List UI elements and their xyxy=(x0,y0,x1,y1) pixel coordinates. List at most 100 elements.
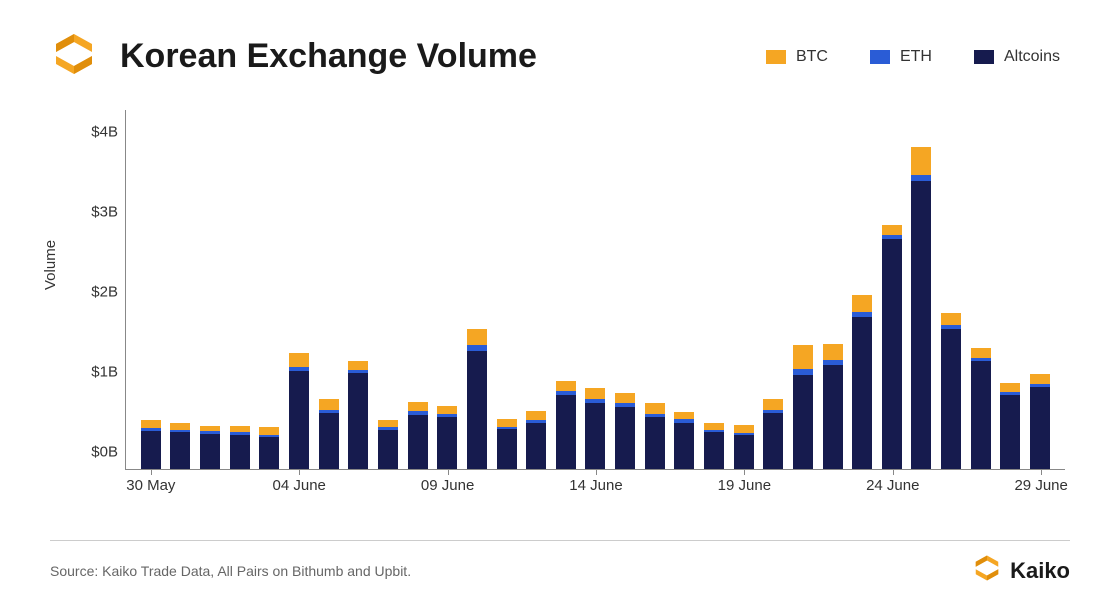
bar-segment-btc xyxy=(941,313,961,325)
bar-slot xyxy=(195,110,225,469)
bar xyxy=(170,423,190,469)
bar-segment-altcoins xyxy=(378,430,398,469)
legend-label: ETH xyxy=(900,48,932,66)
y-tick-label: $1B xyxy=(91,364,118,381)
x-tick-label: 14 June xyxy=(569,477,622,494)
kaiko-logo-icon xyxy=(972,553,1002,588)
bar-segment-altcoins xyxy=(141,431,161,469)
bar-segment-btc xyxy=(645,403,665,413)
bar-segment-altcoins xyxy=(615,407,635,469)
bar xyxy=(734,425,754,469)
bar-slot xyxy=(284,110,314,469)
y-tick-label: $0B xyxy=(91,444,118,461)
bar-segment-btc xyxy=(971,348,991,358)
bar xyxy=(141,420,161,469)
legend-label: BTC xyxy=(796,48,828,66)
bar-segment-btc xyxy=(793,345,813,369)
bar-segment-altcoins xyxy=(319,413,339,469)
x-tick-label: 24 June xyxy=(866,477,919,494)
bar-slot xyxy=(492,110,522,469)
footer-brand: Kaiko xyxy=(972,553,1070,588)
bar-slot xyxy=(847,110,877,469)
bar-segment-btc xyxy=(497,419,517,427)
header: Korean Exchange Volume BTC ETH Altcoins xyxy=(0,0,1120,93)
bar-segment-altcoins xyxy=(408,415,428,469)
bar-segment-altcoins xyxy=(200,434,220,469)
legend-label: Altcoins xyxy=(1004,48,1060,66)
plot: $0B$1B$2B$3B$4B 30 May04 June09 June14 J… xyxy=(125,110,1065,470)
bar xyxy=(763,399,783,469)
legend-item-btc: BTC xyxy=(766,48,828,66)
bar-segment-altcoins xyxy=(704,432,724,469)
brand-text: Kaiko xyxy=(1010,558,1070,584)
x-tick-mark xyxy=(151,469,152,475)
legend-swatch-icon xyxy=(870,50,890,64)
legend: BTC ETH Altcoins xyxy=(766,48,1060,66)
bar-segment-altcoins xyxy=(645,417,665,469)
bar-segment-btc xyxy=(348,361,368,370)
bar-segment-altcoins xyxy=(170,432,190,469)
y-axis-label: Volume xyxy=(42,240,59,290)
bar-slot xyxy=(907,110,937,469)
bar xyxy=(408,402,428,469)
bar xyxy=(585,388,605,469)
bar-segment-btc xyxy=(259,427,279,435)
x-tick-mark xyxy=(596,469,597,475)
bar-slot xyxy=(640,110,670,469)
chart-area: $0B$1B$2B$3B$4B 30 May04 June09 June14 J… xyxy=(95,110,1065,515)
bar-slot xyxy=(788,110,818,469)
bar-segment-altcoins xyxy=(585,403,605,469)
bar-segment-altcoins xyxy=(911,181,931,469)
bar-slot xyxy=(581,110,611,469)
legend-item-altcoins: Altcoins xyxy=(974,48,1060,66)
bar xyxy=(852,295,872,469)
bar-segment-btc xyxy=(170,423,190,430)
bar-segment-altcoins xyxy=(1000,395,1020,469)
y-tick-label: $4B xyxy=(91,124,118,141)
bar-slot xyxy=(521,110,551,469)
bar-slot xyxy=(996,110,1026,469)
bar-segment-btc xyxy=(141,420,161,428)
bar xyxy=(645,403,665,469)
x-tick-mark xyxy=(744,469,745,475)
bar xyxy=(704,423,724,469)
bar-slot xyxy=(314,110,344,469)
bar-slot xyxy=(610,110,640,469)
bar-segment-altcoins xyxy=(971,361,991,469)
bar xyxy=(348,361,368,469)
bar-segment-btc xyxy=(615,393,635,403)
bar xyxy=(556,381,576,469)
bar xyxy=(1030,374,1050,469)
bar-slot xyxy=(343,110,373,469)
bar-slot xyxy=(373,110,403,469)
x-tick-label: 04 June xyxy=(273,477,326,494)
footer: Source: Kaiko Trade Data, All Pairs on B… xyxy=(50,540,1070,588)
x-tick-mark xyxy=(1041,469,1042,475)
x-tick-mark xyxy=(299,469,300,475)
bar-segment-altcoins xyxy=(230,435,250,469)
bar-slot xyxy=(551,110,581,469)
bar-segment-btc xyxy=(674,412,694,419)
bar-segment-altcoins xyxy=(437,417,457,469)
bar xyxy=(1000,383,1020,469)
bar-segment-btc xyxy=(1030,374,1050,384)
bar-slot xyxy=(936,110,966,469)
bar-segment-altcoins xyxy=(526,423,546,469)
bar-slot xyxy=(166,110,196,469)
bar xyxy=(793,345,813,469)
y-tick-label: $2B xyxy=(91,284,118,301)
chart-title: Korean Exchange Volume xyxy=(120,37,766,76)
bar-slot xyxy=(1025,110,1055,469)
bar-segment-btc xyxy=(911,147,931,174)
bar-slot xyxy=(729,110,759,469)
bars-container xyxy=(126,110,1065,469)
bar xyxy=(882,225,902,469)
bar-slot xyxy=(432,110,462,469)
x-tick-mark xyxy=(448,469,449,475)
x-tick-label: 19 June xyxy=(718,477,771,494)
legend-swatch-icon xyxy=(766,50,786,64)
bar-slot xyxy=(877,110,907,469)
bar-segment-btc xyxy=(408,402,428,412)
bar-segment-btc xyxy=(289,353,309,367)
bar-segment-altcoins xyxy=(734,435,754,469)
